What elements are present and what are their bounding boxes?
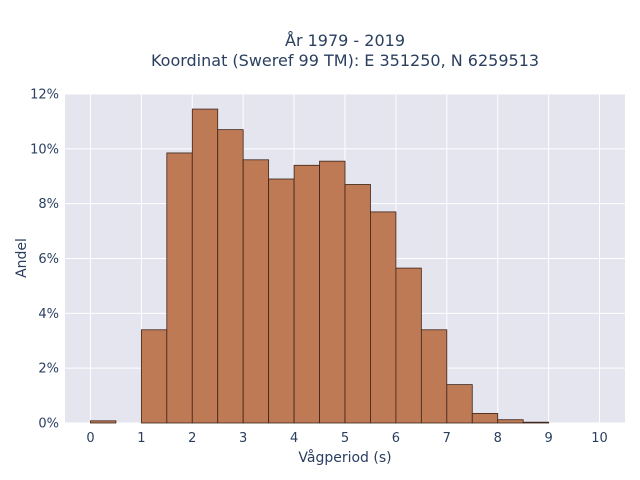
x-tick-label: 2 bbox=[188, 431, 196, 446]
x-tick-label: 5 bbox=[341, 431, 349, 446]
y-tick-label: 2% bbox=[38, 362, 59, 377]
histogram-bar bbox=[191, 108, 219, 424]
histogram-bar bbox=[242, 159, 270, 424]
y-tick-label: 4% bbox=[38, 307, 59, 322]
x-tick-label: 1 bbox=[137, 431, 145, 446]
histogram-bar bbox=[497, 419, 524, 424]
y-tick-labels: 0% 2% 4% 6% 8% 10% 12% bbox=[30, 88, 59, 432]
y-axis-label: Andel bbox=[14, 238, 30, 278]
x-tick-label: 4 bbox=[290, 431, 298, 446]
x-tick-label: 10 bbox=[591, 431, 608, 446]
histogram-bar bbox=[268, 178, 295, 424]
y-tick-label: 0% bbox=[38, 417, 59, 432]
x-tick-label: 7 bbox=[443, 431, 451, 446]
histogram-bar bbox=[370, 211, 397, 424]
histogram-bar bbox=[140, 329, 168, 424]
histogram-bar bbox=[446, 384, 473, 424]
chart-title-line-2: Koordinat (Sweref 99 TM): E 351250, N 62… bbox=[151, 51, 539, 70]
histogram-bar bbox=[166, 152, 193, 424]
histogram-bar bbox=[344, 184, 371, 424]
x-tick-labels: 0 1 2 3 4 5 6 7 8 9 10 bbox=[86, 431, 608, 446]
histogram-bar bbox=[471, 413, 499, 424]
x-tick-label: 6 bbox=[392, 431, 400, 446]
histogram-bar bbox=[522, 421, 550, 424]
histogram-bar bbox=[293, 164, 320, 424]
x-axis-label: Vågperiod (s) bbox=[298, 449, 391, 466]
y-tick-label: 6% bbox=[38, 252, 59, 267]
histogram-bar bbox=[395, 267, 422, 424]
y-tick-label: 12% bbox=[30, 88, 59, 103]
bars bbox=[90, 108, 550, 424]
histogram-bar bbox=[319, 160, 346, 424]
histogram-bar bbox=[90, 420, 117, 424]
x-tick-label: 8 bbox=[494, 431, 502, 446]
x-tick-label: 3 bbox=[239, 431, 247, 446]
x-tick-label: 0 bbox=[86, 431, 94, 446]
y-tick-label: 8% bbox=[38, 197, 59, 212]
histogram-bar bbox=[217, 129, 244, 424]
histogram-bar bbox=[420, 329, 448, 424]
x-tick-label: 9 bbox=[544, 431, 552, 446]
y-tick-label: 10% bbox=[30, 142, 59, 157]
chart-title-line-1: År 1979 - 2019 bbox=[285, 31, 405, 50]
